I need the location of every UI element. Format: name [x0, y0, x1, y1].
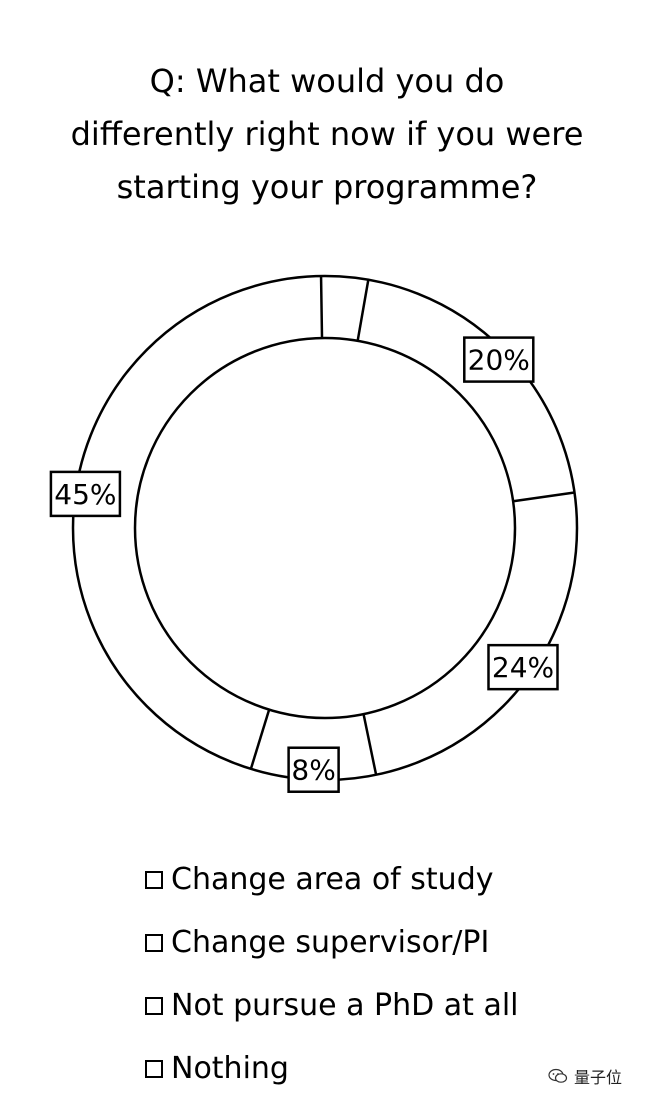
wechat-icon — [548, 1068, 568, 1083]
watermark-text: 量子位 — [574, 1068, 623, 1087]
chart-title: Q: What would you do differently right n… — [20, 55, 634, 214]
donut-inner-ring — [133, 336, 517, 720]
legend-swatch — [145, 933, 163, 952]
donut-slice — [358, 280, 575, 501]
slice-divider — [319, 276, 324, 339]
data-label: 45% — [49, 470, 122, 518]
legend-label: Change supervisor/PI — [171, 925, 490, 960]
legend-label: Change area of study — [171, 862, 494, 897]
data-label-text: 20% — [468, 344, 530, 377]
data-label-box — [487, 643, 559, 691]
data-label-box — [49, 470, 122, 518]
data-label: 8% — [287, 746, 340, 793]
slice-divider — [249, 709, 271, 770]
data-label-text: 45% — [54, 478, 116, 511]
slice-divider — [356, 279, 370, 342]
chart-title-line: starting your programme? — [116, 168, 538, 206]
slice-divider — [512, 491, 575, 503]
donut-chart: 20% 24% 8% 45% — [49, 274, 579, 793]
data-label: 20% — [463, 336, 535, 383]
watermark: 量子位 — [548, 1064, 622, 1088]
legend-label: Not pursue a PhD at all — [171, 988, 519, 1023]
data-label-box — [287, 746, 340, 793]
slice-divider — [362, 713, 378, 776]
data-label-box — [463, 336, 535, 383]
legend-swatch — [145, 870, 163, 889]
donut-slice — [73, 276, 322, 769]
chart-title-line: differently right now if you were — [70, 115, 584, 153]
chart-legend: Change area of study Change supervisor/P… — [145, 848, 519, 1100]
legend-item: Change supervisor/PI — [145, 911, 519, 974]
data-label-text: 8% — [291, 754, 335, 787]
legend-swatch — [145, 996, 163, 1015]
legend-item: Not pursue a PhD at all — [145, 974, 519, 1037]
data-label-text: 24% — [492, 651, 554, 684]
legend-swatch — [145, 1059, 163, 1078]
legend-item: Change area of study — [145, 848, 519, 911]
legend-item: Nothing — [145, 1037, 519, 1100]
chart-title-line: Q: What would you do — [149, 62, 505, 100]
legend-label: Nothing — [171, 1051, 289, 1086]
data-label: 24% — [487, 643, 559, 691]
